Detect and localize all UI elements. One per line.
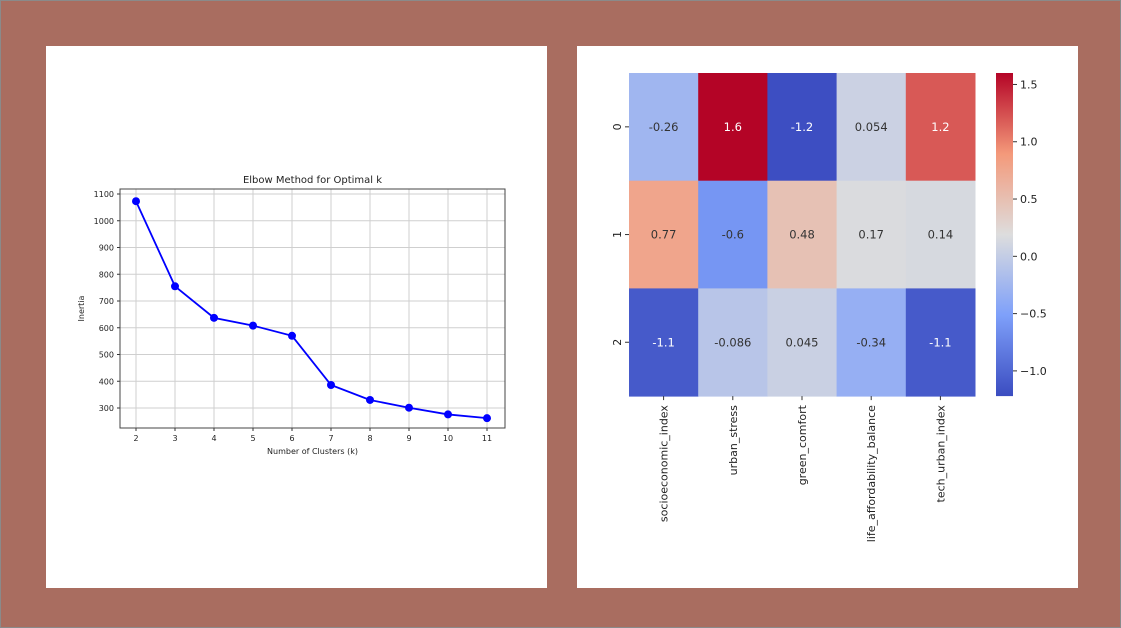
heatmap-cell <box>767 288 838 397</box>
data-point <box>249 321 257 330</box>
column-label: green_comfort <box>796 404 809 485</box>
cell-value-label: 0.77 <box>651 228 677 242</box>
elbow-chart-panel: 300 400 500 600 700 800 900 1000 1100 2 3 4 5 6 7 8 9 10 1… <box>46 46 547 588</box>
heatmap-cell <box>698 180 768 289</box>
y-tick-label: 800 <box>99 270 114 279</box>
heatmap-cell <box>836 180 907 289</box>
y-tick-label: 900 <box>99 244 114 253</box>
cluster-heatmap: -0.26 1.6 -1.2 0.054 1.2 0.77 -0.6 0.48 0.17 0.14… <box>611 73 1047 542</box>
x-tick-label: 2 <box>133 434 138 443</box>
x-tick-label: 11 <box>482 434 492 443</box>
colorbar-tick-label: 0.5 <box>1020 193 1038 206</box>
y-tick-label: 700 <box>99 297 114 306</box>
data-point <box>171 282 179 291</box>
y-tick-label: 1000 <box>94 217 114 226</box>
x-tick-label: 8 <box>367 434 372 443</box>
y-tick-label: 400 <box>99 377 114 386</box>
data-point <box>288 331 296 340</box>
heatmap-cell <box>905 73 976 182</box>
heatmap-cell <box>836 73 907 182</box>
column-label: urban_stress <box>727 405 740 476</box>
x-tick-label: 3 <box>172 434 177 443</box>
colorbar-tick-label: 0.0 <box>1020 250 1038 263</box>
heatmap-cell <box>629 288 699 397</box>
heatmap-panel: -0.26 1.6 -1.2 0.054 1.2 0.77 -0.6 0.48 0.17 0.14… <box>577 46 1078 588</box>
x-tick-label: 6 <box>289 434 294 443</box>
data-point <box>366 395 374 404</box>
cell-value-label: -0.086 <box>714 335 751 349</box>
colorbar-tick-label: −1.0 <box>1020 365 1047 378</box>
heatmap-cell <box>767 180 838 289</box>
cell-value-label: 0.48 <box>789 228 815 242</box>
x-tick-label: 10 <box>443 434 453 443</box>
heatmap-cell <box>905 180 976 289</box>
data-point <box>132 197 140 206</box>
y-tick-label: 600 <box>99 324 114 333</box>
column-label: life_affordability_balance <box>865 405 878 542</box>
cell-value-label: -1.2 <box>791 120 813 134</box>
cell-value-label: -0.26 <box>649 120 679 134</box>
heatmap-cell <box>698 288 768 397</box>
cell-value-label: 0.054 <box>855 120 888 134</box>
heatmap-cell <box>629 180 699 289</box>
inertia-line <box>135 200 488 420</box>
colorbar-tick-label: 1.0 <box>1020 136 1038 149</box>
cell-value-label: -0.34 <box>856 335 886 349</box>
cell-value-label: 0.14 <box>928 228 954 242</box>
y-tick-label: 300 <box>99 404 114 413</box>
row-label: 2 <box>611 339 624 346</box>
y-tick-label: 1100 <box>94 190 114 199</box>
cell-value-label: 0.17 <box>858 228 884 242</box>
row-label: 1 <box>611 231 624 238</box>
cell-value-label: -0.6 <box>722 228 744 242</box>
cell-value-label: 0.045 <box>786 335 819 349</box>
heatmap-cell <box>767 73 838 182</box>
colorbar-tick-label: −0.5 <box>1020 308 1047 321</box>
data-point <box>327 380 335 389</box>
y-axis-label: Inertia <box>77 295 86 321</box>
data-point <box>210 313 218 322</box>
column-label: socioeconomic_index <box>658 405 671 522</box>
x-axis-label: Number of Clusters (k) <box>267 447 358 456</box>
x-tick-label: 7 <box>328 434 333 443</box>
cell-value-label: -1.1 <box>652 335 674 349</box>
data-point <box>483 414 491 423</box>
chart-title: Elbow Method for Optimal k <box>243 175 382 186</box>
heatmap-cell <box>836 288 907 397</box>
x-tick-label: 9 <box>406 434 411 443</box>
data-point <box>405 403 413 412</box>
data-point <box>444 410 452 419</box>
y-tick-label: 500 <box>99 351 114 360</box>
x-tick-label: 4 <box>211 434 216 443</box>
x-tick-label: 5 <box>250 434 255 443</box>
cell-value-label: 1.6 <box>724 120 742 134</box>
heatmap-cell <box>629 73 699 182</box>
colorbar-tick-label: 1.5 <box>1020 78 1038 91</box>
plot-frame <box>119 188 506 429</box>
colorbar <box>996 73 1013 397</box>
cell-value-label: 1.2 <box>931 120 949 134</box>
heatmap-cell <box>698 73 768 182</box>
elbow-chart: 300 400 500 600 700 800 900 1000 1100 2 3 4 5 6 7 8 9 10 1… <box>77 175 506 456</box>
heatmap-cell <box>905 288 976 397</box>
column-label: tech_urban_index <box>934 405 947 503</box>
cell-value-label: -1.1 <box>929 335 951 349</box>
row-label: 0 <box>611 123 624 130</box>
